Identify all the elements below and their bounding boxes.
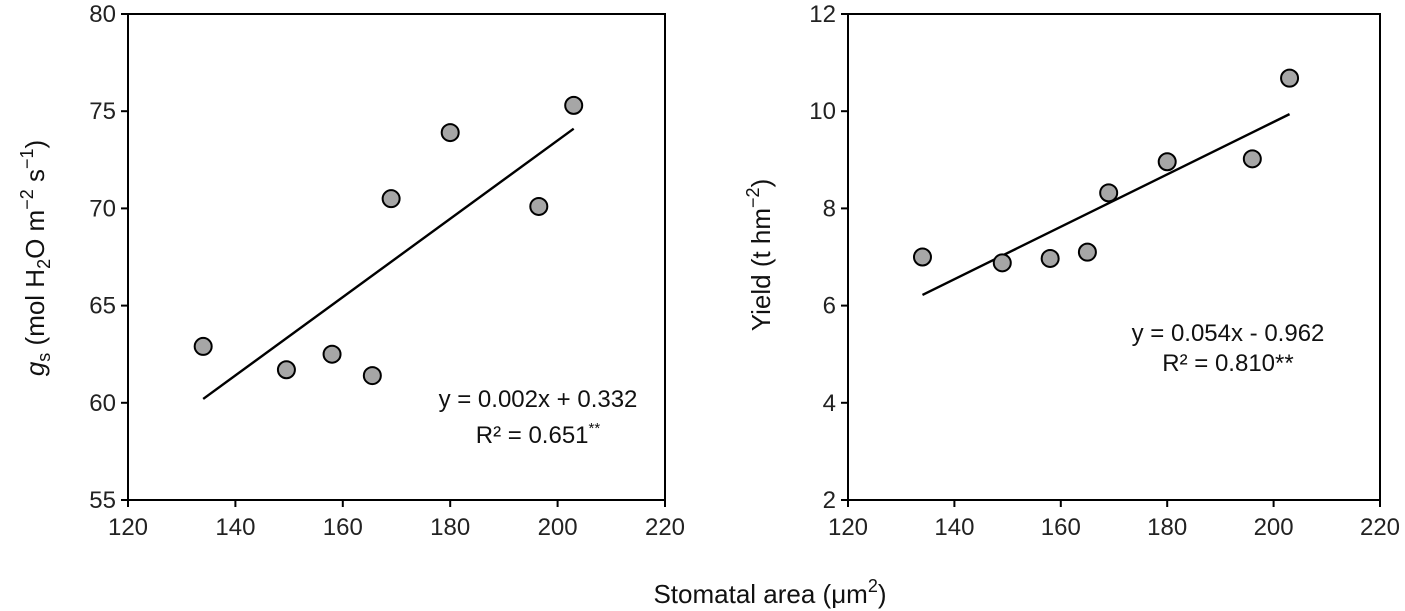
- right-r-squared: R² = 0.810**: [1162, 350, 1293, 377]
- right-x-tick-label: 220: [1360, 514, 1400, 541]
- right-y-tick-label: 6: [823, 293, 836, 320]
- left-x-tick-label: 220: [645, 514, 685, 541]
- shared-x-axis-label: Stomatal area (μm2): [653, 576, 886, 609]
- right-x-tick-label: 120: [828, 514, 868, 541]
- left-data-point: [322, 344, 342, 364]
- left-data-point: [529, 196, 549, 216]
- right-data-point: [1242, 149, 1262, 169]
- right-y-tick-label: 8: [823, 195, 836, 222]
- right-x-tick-label: 200: [1254, 514, 1294, 541]
- right-equation: y = 0.054x - 0.962: [1132, 320, 1325, 347]
- left-r-squared: R² = 0.651**: [476, 420, 601, 449]
- right-data-point: [1157, 152, 1177, 172]
- right-data-point: [1077, 242, 1097, 262]
- left-trend-line: [202, 127, 575, 400]
- right-x-tick-label: 140: [934, 514, 974, 541]
- left-data-point: [362, 366, 382, 386]
- right-y-tick-label: 10: [809, 98, 836, 125]
- left-panel: 120 140 160 180 200 220 55 60 65 70 75 80: [89, 1, 685, 541]
- left-y-axis-label: gs (mol H2O m−2 s−1): [17, 140, 54, 376]
- left-plot-frame: [127, 13, 666, 501]
- left-x-tick-label: 160: [323, 514, 363, 541]
- left-data-point: [193, 336, 213, 356]
- left-y-tick-label: 70: [89, 195, 116, 222]
- right-x-tick-label: 180: [1147, 514, 1187, 541]
- left-y-tick-label: 75: [89, 98, 116, 125]
- left-data-point: [440, 123, 460, 143]
- right-trend-line: [921, 113, 1291, 296]
- right-x-tick-label: 160: [1041, 514, 1081, 541]
- right-data-point: [912, 247, 932, 267]
- right-data-point: [1040, 248, 1060, 268]
- right-plot-frame: [847, 13, 1381, 501]
- right-data-point: [1280, 68, 1300, 88]
- left-data-point: [564, 95, 584, 115]
- left-data-point: [276, 360, 296, 380]
- left-x-tick-label: 200: [538, 514, 578, 541]
- left-equation: y = 0.002x + 0.332: [439, 386, 638, 413]
- right-data-point: [992, 253, 1012, 273]
- left-y-tick-label: 80: [89, 1, 116, 28]
- right-y-tick-label: 2: [823, 487, 836, 514]
- left-x-tick-label: 180: [430, 514, 470, 541]
- right-y-tick-label: 12: [809, 1, 836, 28]
- right-panel: 120 140 160 180 200 220 2 4 6 8 10 12: [809, 1, 1400, 541]
- left-data-point: [381, 189, 401, 209]
- left-y-tick-label: 60: [89, 390, 116, 417]
- left-y-tick-label: 65: [89, 293, 116, 320]
- left-y-tick-label: 55: [89, 487, 116, 514]
- right-y-tick-label: 4: [823, 390, 836, 417]
- right-y-axis-label: Yield (t hm−2): [743, 179, 776, 332]
- left-x-tick-label: 140: [215, 514, 255, 541]
- left-x-tick-label: 120: [108, 514, 148, 541]
- right-data-point: [1099, 183, 1119, 203]
